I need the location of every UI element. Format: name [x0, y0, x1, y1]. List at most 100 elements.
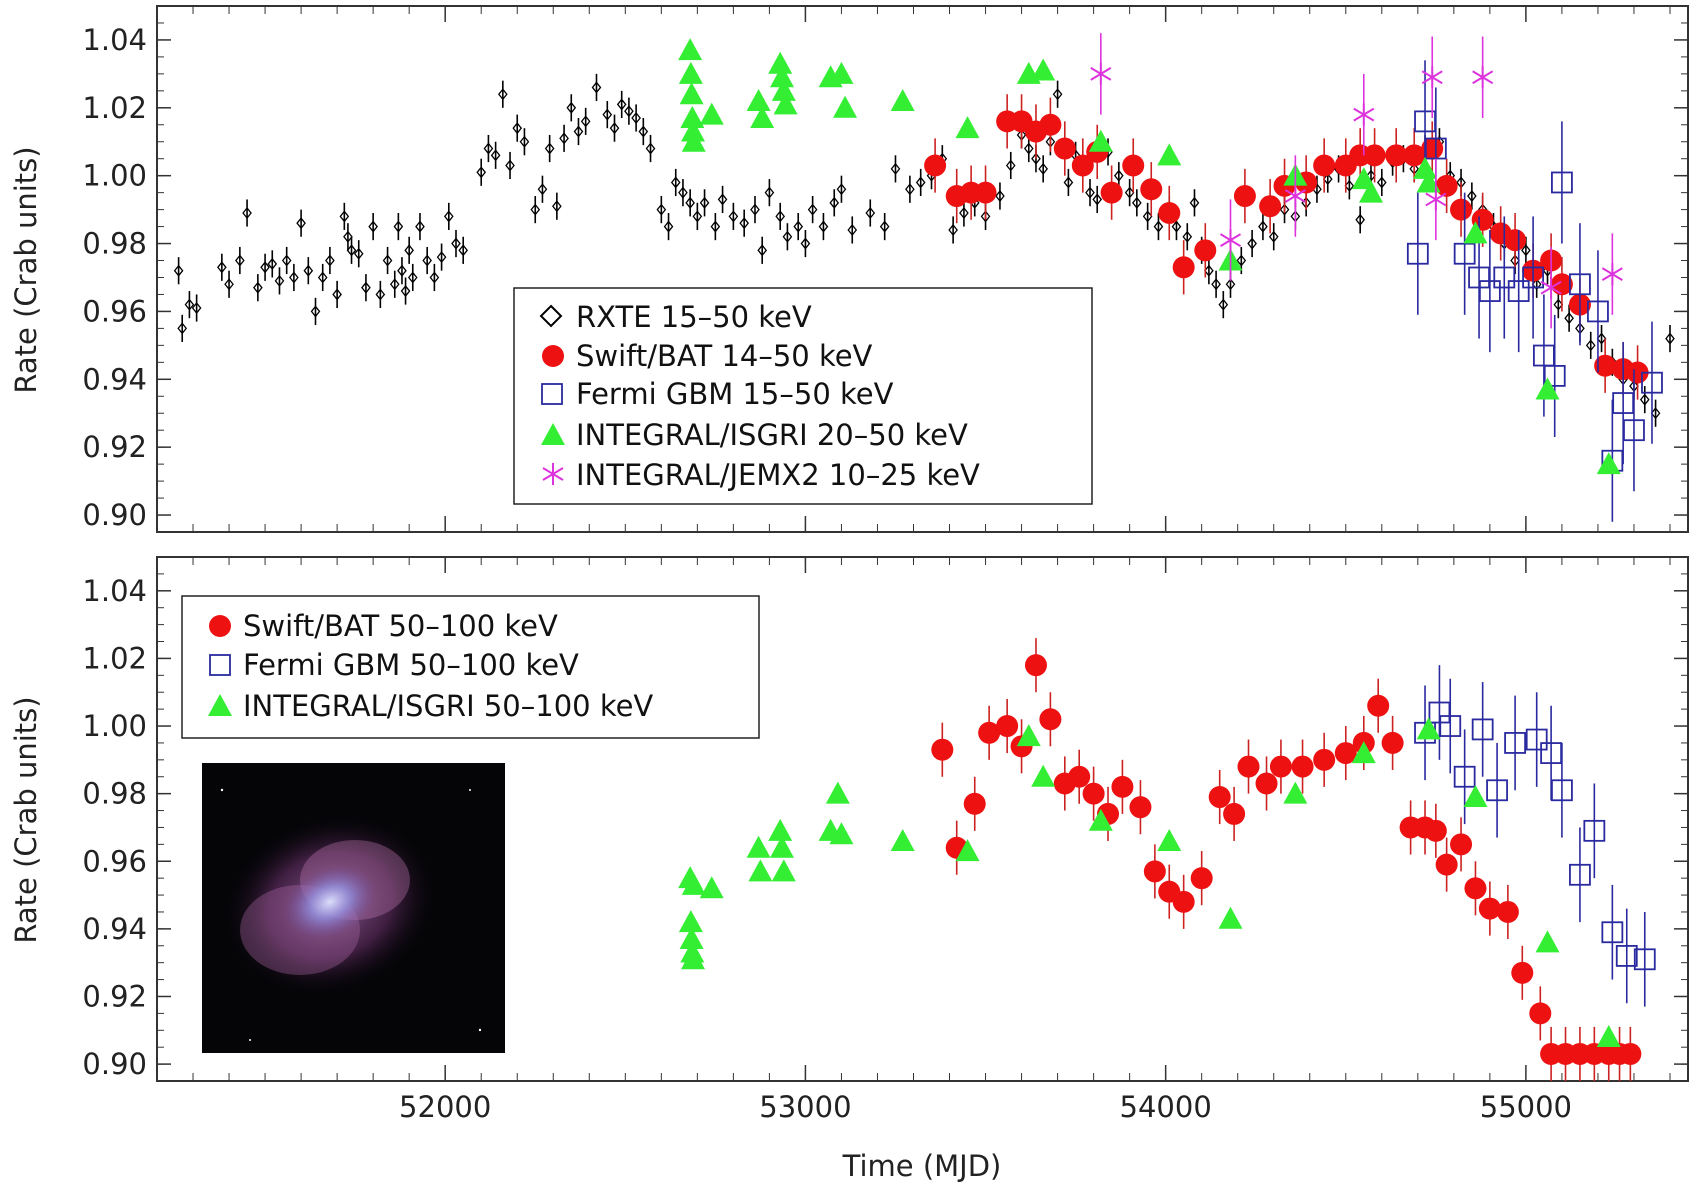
isgri-point [1031, 764, 1056, 787]
rxte-point [559, 132, 569, 145]
rxte-point [397, 264, 407, 277]
y-tick-label: 0.90 [82, 1047, 147, 1081]
rxte-point [289, 271, 299, 284]
gbm-point [1471, 718, 1494, 741]
isgri-point [770, 835, 795, 858]
rxte-point [451, 237, 461, 250]
jemx-point [1219, 229, 1242, 252]
isgri-point [829, 61, 854, 84]
gbm-point [1583, 819, 1606, 842]
bat-point [1172, 890, 1195, 913]
rxte-point [948, 223, 958, 237]
rxte-point [656, 203, 667, 216]
bat-point [1381, 731, 1404, 754]
bat-point [1082, 782, 1105, 805]
rxte-point [260, 261, 270, 274]
rxte-point [1279, 203, 1290, 216]
isgri-point [1088, 129, 1113, 152]
rxte-point [544, 142, 555, 155]
jemx-point [1421, 66, 1443, 89]
rxte-point [1355, 213, 1366, 226]
rxte-point [1113, 169, 1124, 182]
rxte-point [980, 210, 991, 223]
rxte-point [1376, 176, 1387, 189]
isgri-point [829, 822, 854, 845]
rxte-point [346, 244, 357, 257]
triangle-marker-icon [541, 423, 565, 445]
top-legend: RXTE 15–50 keV Swift/BAT 14–50 keV Fermi… [513, 287, 1093, 505]
bat-point [1435, 853, 1458, 876]
rxte-point [915, 176, 926, 189]
rxte-point [1132, 196, 1142, 209]
rxte-point [1052, 88, 1063, 101]
bat-point [1039, 113, 1062, 136]
rxte-point [505, 159, 515, 172]
rxte-point [890, 162, 901, 175]
rxte-point [1211, 278, 1221, 291]
gbm-point [1507, 280, 1530, 302]
gbm-point [1551, 779, 1573, 802]
rxte-point [1564, 312, 1574, 325]
gbm-point [1504, 732, 1526, 754]
rxte-point [1344, 179, 1355, 192]
rxte-point [476, 166, 487, 179]
legend-label: RXTE 15–50 keV [576, 300, 812, 334]
bat-point [1223, 802, 1246, 825]
x-tick-label: 55000 [1480, 1090, 1572, 1124]
rxte-point [310, 305, 321, 318]
rxte-point [1171, 220, 1182, 233]
bat-point [1269, 755, 1292, 778]
rxte-point [1038, 162, 1049, 175]
gbm-point [1543, 364, 1566, 387]
isgri-point [746, 89, 771, 112]
square-marker-icon [541, 383, 563, 405]
isgri-point [681, 129, 706, 152]
bat-point [1129, 796, 1152, 819]
rxte-point [670, 176, 681, 189]
bat-point [1068, 765, 1091, 788]
rxte-point [663, 220, 674, 233]
legend-item-fermi-gbm: Fermi GBM 15–50 keV [541, 377, 894, 411]
rxte-point [1258, 220, 1268, 233]
rxte-point [1085, 186, 1095, 199]
isgri-point [771, 78, 796, 101]
y-tick-label: 1.02 [82, 641, 147, 675]
jemx-point [1353, 103, 1375, 126]
rxte-point [253, 281, 263, 294]
rxte-point [829, 196, 840, 209]
rxte-point [512, 122, 523, 135]
rxte-point [191, 301, 202, 315]
isgri-point [680, 105, 705, 128]
rxte-point [303, 264, 314, 277]
rxte-point [361, 281, 371, 294]
isgri-point [1596, 1025, 1621, 1048]
rxte-point [1023, 142, 1034, 155]
rxte-point [1124, 186, 1135, 199]
isgri-point [955, 116, 980, 139]
isgri-point [1157, 828, 1182, 851]
jemx-point [1601, 263, 1623, 286]
rxte-point [602, 108, 613, 121]
legend-item-integral-isgri: INTEGRAL/ISGRI 20–50 keV [541, 418, 968, 452]
rxte-point [591, 81, 602, 94]
isgri-point [1416, 170, 1441, 193]
isgri-point [1016, 724, 1041, 747]
rxte-point [1596, 332, 1607, 345]
rxte-point [1585, 339, 1596, 352]
isgri-point [771, 859, 796, 882]
gbm-point [1414, 110, 1436, 133]
gbm-point [1493, 266, 1516, 289]
diamond-marker-icon [539, 304, 563, 328]
bat-point [1626, 361, 1649, 384]
rxte-point [879, 220, 890, 233]
crab-nebula-image [202, 763, 505, 1053]
rxte-point [1204, 264, 1214, 277]
rxte-point [685, 196, 695, 209]
rxte-point [616, 98, 627, 111]
legend-item-swift-bat-hard: Swift/BAT 50–100 keV [209, 609, 558, 643]
rxte-point [573, 125, 584, 138]
rxte-point [566, 101, 577, 114]
bat-point [1053, 137, 1076, 160]
legend-label: INTEGRAL/JEMX2 10–25 keV [576, 458, 980, 492]
y-tick-label: 0.92 [82, 979, 147, 1013]
